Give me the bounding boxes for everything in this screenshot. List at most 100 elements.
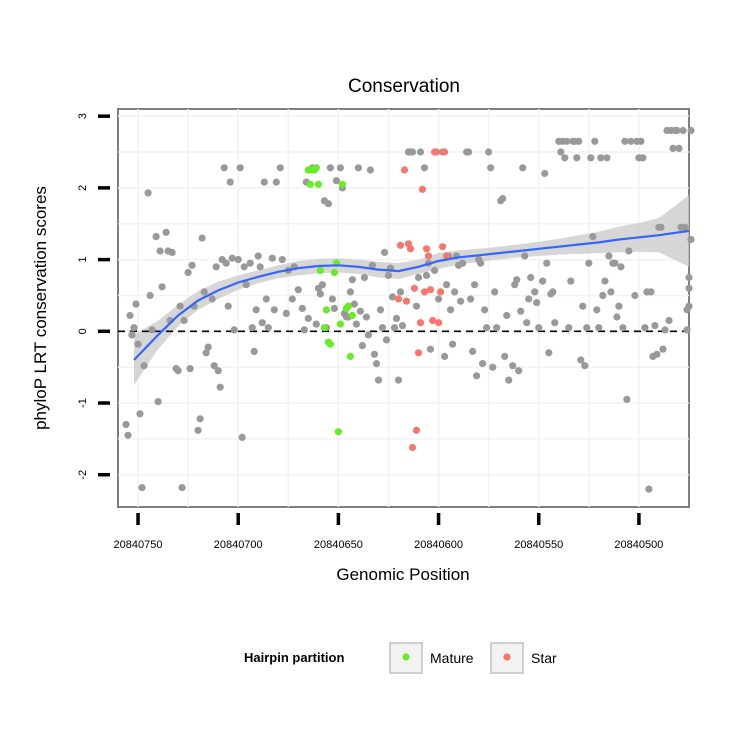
data-point-other (477, 259, 485, 267)
smooth-line (133, 229, 690, 361)
data-point-other (681, 223, 689, 231)
data-point-other (509, 362, 517, 370)
data-point-other (200, 288, 208, 296)
data-point-other (176, 302, 184, 310)
data-point-other (585, 259, 593, 267)
data-point-other (346, 288, 354, 296)
data-point-other (398, 322, 407, 330)
data-point-other (252, 306, 260, 314)
data-point-other (589, 233, 597, 241)
y-axis-title: phyloP LRT conservation scores (31, 186, 50, 430)
data-point-other (603, 154, 611, 162)
data-point-other (242, 281, 250, 289)
data-point-other (479, 360, 487, 368)
data-point-other (368, 261, 376, 269)
data-point-other (627, 137, 635, 145)
data-point-other (481, 306, 489, 314)
data-point-other (457, 297, 465, 305)
data-point-other (140, 362, 148, 370)
data-point-other (162, 228, 170, 236)
data-point-other (647, 288, 655, 296)
data-point-star (410, 284, 419, 292)
data-point-other (264, 324, 272, 332)
data-point-other (533, 299, 541, 307)
data-point-star (435, 319, 443, 327)
data-point-other (254, 252, 262, 260)
data-point-other (685, 273, 693, 282)
data-point-other (186, 365, 194, 373)
data-point-other (248, 324, 256, 332)
data-point-other (637, 137, 645, 145)
data-point-other (579, 302, 587, 310)
data-point-other (420, 164, 429, 172)
confidence-ribbon-layer (134, 195, 689, 386)
data-point-other (617, 263, 625, 271)
x-axis-title: Genomic Position (336, 565, 469, 584)
data-point-other (336, 164, 344, 172)
data-point-other (230, 326, 238, 334)
data-point-other (563, 137, 571, 145)
data-point-other (298, 304, 306, 312)
data-point-other (384, 271, 393, 279)
data-point-other (517, 307, 525, 315)
data-point-other (378, 324, 387, 332)
data-point-mature (346, 352, 354, 360)
data-point-star (426, 286, 435, 294)
data-point-other (521, 252, 529, 260)
data-point-star (424, 252, 433, 260)
data-point-other (639, 154, 647, 162)
data-point-other (483, 324, 491, 332)
data-point-mature (320, 324, 328, 332)
data-point-other (587, 154, 595, 162)
data-point-other (396, 288, 405, 296)
data-point-other (515, 367, 523, 375)
data-point-other (621, 137, 629, 145)
data-point-star (433, 148, 441, 156)
grid-lines (118, 109, 689, 507)
data-point-other (673, 126, 681, 135)
data-point-other (214, 367, 222, 375)
data-point-other (683, 326, 691, 334)
y-tick-label: 2 (77, 185, 89, 191)
data-point-star (418, 185, 427, 193)
data-point-other (513, 276, 521, 284)
data-point-other (154, 398, 162, 406)
data-point-other (523, 319, 531, 327)
data-point-other (288, 295, 296, 303)
data-point-other (158, 283, 166, 291)
data-point-star (412, 426, 421, 434)
data-point-other (503, 311, 511, 320)
data-point-other (130, 324, 138, 332)
data-point-other (599, 291, 607, 300)
data-point-other (202, 349, 210, 357)
data-point-other (607, 288, 615, 296)
data-point-other (282, 309, 290, 317)
data-point-other (196, 415, 204, 423)
data-point-other (657, 223, 665, 231)
data-point-other (611, 259, 619, 267)
data-point-star (396, 241, 405, 249)
data-point-other (653, 350, 661, 358)
data-point-other (250, 347, 258, 355)
data-point-other (499, 195, 507, 203)
data-point-other (374, 376, 383, 384)
data-point-other (545, 349, 553, 357)
data-point-other (687, 126, 695, 135)
data-point-other (152, 233, 160, 241)
data-point-other (465, 148, 473, 156)
data-point-other (675, 144, 683, 152)
data-point-other (441, 352, 449, 360)
data-point-other (412, 302, 421, 310)
data-point-other (543, 259, 551, 267)
data-point-other (426, 345, 435, 353)
data-point-other (294, 286, 302, 294)
data-point-other (473, 372, 481, 380)
data-point-other (679, 126, 687, 135)
data-point-other (258, 319, 266, 327)
data-point-other (519, 164, 527, 172)
data-point-other (174, 367, 182, 375)
data-point-other (422, 271, 431, 279)
x-tick-label: 20840750 (114, 539, 163, 551)
data-point-other (132, 300, 140, 308)
data-point-other (408, 148, 417, 156)
